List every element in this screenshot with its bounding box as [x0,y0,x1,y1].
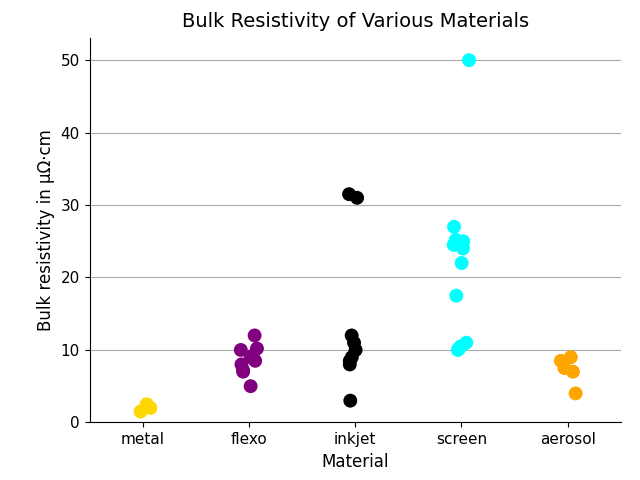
Point [454,345,464,352]
X-axis label: Material: Material [321,453,389,471]
Point [449,223,459,230]
Point [451,292,461,300]
Point [141,400,152,408]
Point [452,346,463,354]
Point [566,353,576,361]
Point [349,339,359,347]
Point [461,339,472,347]
Point [346,332,356,339]
Point [345,357,355,365]
Point [568,368,578,375]
Point [570,390,580,397]
Point [559,364,570,372]
Point [246,383,256,390]
Point [345,397,355,405]
Point [345,360,355,368]
Point [458,238,468,245]
Point [238,366,248,374]
Title: Bulk Resistivity of Various Materials: Bulk Resistivity of Various Materials [182,12,529,31]
Point [449,241,459,249]
Point [451,236,461,244]
Point [145,404,156,412]
Point [236,346,246,354]
Point [458,245,468,252]
Point [351,346,361,354]
Point [246,353,256,361]
Point [236,360,246,368]
Point [556,357,566,365]
Point [344,191,354,198]
Point [347,353,357,361]
Point [464,56,474,64]
Point [248,352,258,360]
Point [456,343,466,350]
Point [250,357,260,365]
Point [252,345,262,352]
Point [136,408,146,415]
Point [352,194,362,202]
Point [238,368,248,375]
Point [456,259,467,267]
Y-axis label: Bulk resistivity in μΩ·cm: Bulk resistivity in μΩ·cm [37,130,55,331]
Point [250,332,260,339]
